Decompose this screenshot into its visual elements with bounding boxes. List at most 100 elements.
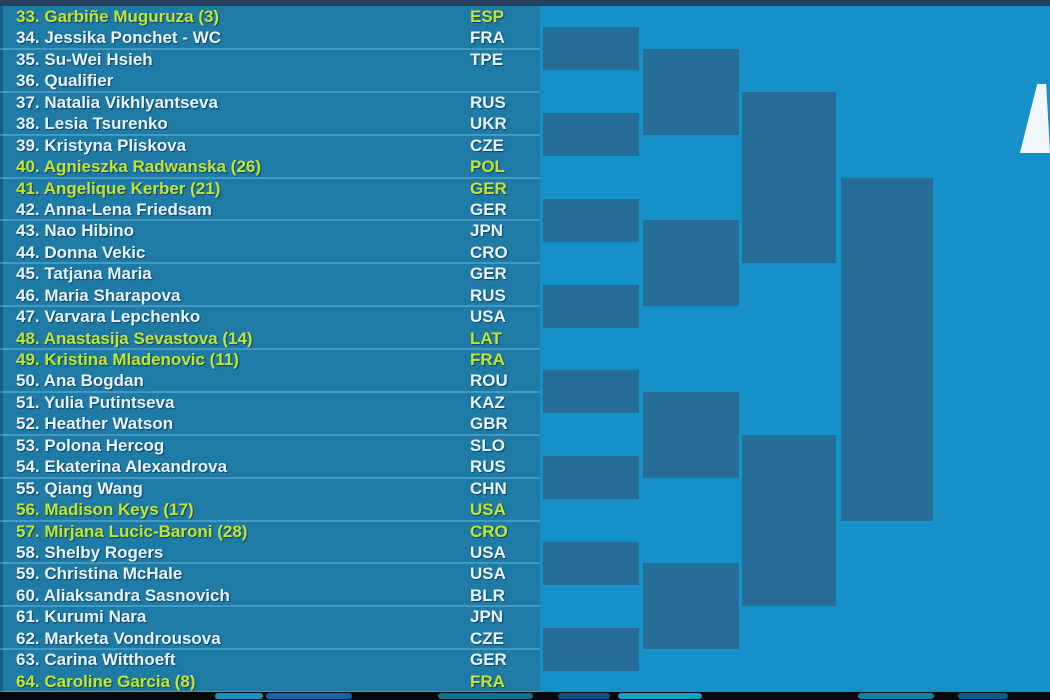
player-row: 55. Qiang Wang CHN — [3, 478, 540, 499]
country-code: CRO — [470, 521, 508, 541]
player-row: 52. Heather Watson GBR — [0, 413, 540, 437]
progress-segment — [958, 693, 1008, 699]
player-row: 41. Angelique Kerber (21) GER — [3, 178, 540, 199]
player-row: 45. Tatjana Maria GER — [3, 263, 540, 284]
player-row: 54. Ekaterina Alexandrova RUS — [0, 456, 540, 480]
bracket-match-box — [543, 198, 639, 242]
player-row: 49. Kristina Mladenovic (11) FRA — [3, 349, 540, 370]
country-code: GER — [470, 178, 507, 198]
country-code: USA — [470, 542, 506, 562]
player-row: 43. Nao Hibino JPN — [3, 220, 540, 241]
progress-segment — [266, 693, 352, 699]
progress-segment — [618, 693, 702, 699]
player-entry: 53. Polona Hercog — [16, 435, 165, 455]
player-row: 35. Su-Wei Hsieh TPE — [3, 49, 540, 70]
player-entry: 62. Marketa Vondrousova — [16, 628, 221, 648]
player-row: 50. Ana Bogdan ROU — [0, 370, 540, 394]
country-code: CHN — [470, 478, 507, 498]
player-row: 37. Natalia Vikhlyantseva RUS — [3, 92, 540, 113]
player-row: 36. Qualifier — [0, 70, 540, 94]
bracket-area — [540, 0, 1050, 692]
player-row: 62. Marketa Vondrousova CZE — [0, 628, 540, 651]
player-entry: 54. Ekaterina Alexandrova — [16, 457, 228, 477]
country-code: CZE — [470, 135, 504, 155]
country-code: FRA — [470, 671, 505, 691]
player-entry: 63. Carina Witthoeft — [16, 650, 176, 670]
progress-segment — [215, 693, 263, 699]
country-code: GER — [470, 650, 507, 670]
player-row: 59. Christina McHale USA — [3, 563, 540, 584]
bracket-match-box — [642, 48, 739, 135]
player-entry: 50. Ana Bogdan — [16, 371, 144, 391]
country-code: USA — [470, 307, 506, 327]
player-entry: 64. Caroline Garcia (8) — [16, 671, 196, 691]
player-entry: 43. Nao Hibino — [16, 221, 135, 241]
player-entry: 60. Aliaksandra Sasnovich — [16, 585, 230, 605]
player-entry: 36. Qualifier — [16, 71, 114, 91]
country-code: CZE — [470, 628, 504, 648]
country-code: RUS — [470, 457, 506, 477]
player-entry: 49. Kristina Mladenovic (11) — [16, 350, 239, 369]
country-code: KAZ — [470, 392, 505, 412]
player-row: 64. Caroline Garcia (8) FRA — [0, 671, 540, 694]
player-entry: 48. Anastasija Sevastova (14) — [16, 328, 253, 348]
player-entry: 61. Kurumi Nara — [16, 607, 147, 627]
player-entry: 58. Shelby Rogers — [16, 542, 164, 562]
player-entry: 39. Kristyna Pliskova — [16, 135, 187, 155]
bracket-match-box — [543, 113, 639, 157]
country-code: POL — [470, 157, 505, 177]
player-entry: 52. Heather Watson — [16, 414, 174, 434]
player-entry: 56. Madison Keys (17) — [16, 500, 194, 520]
player-entry: 45. Tatjana Maria — [16, 264, 152, 284]
player-entry: 35. Su-Wei Hsieh — [16, 49, 153, 69]
player-entry: 55. Qiang Wang — [16, 478, 143, 498]
player-entry: 40. Agnieszka Radwanska (26) — [16, 157, 262, 177]
country-code: GER — [470, 264, 507, 284]
player-entry: 46. Maria Sharapova — [16, 285, 181, 305]
player-row: 33. Garbiñe Muguruza (3) ESP — [3, 6, 540, 27]
player-row: 40. Agnieszka Radwanska (26) POL — [0, 156, 540, 179]
player-entry: 57. Mirjana Lucic-Baroni (28) — [16, 521, 248, 541]
bracket-match-box — [742, 434, 836, 607]
country-code: FRA — [470, 28, 505, 48]
player-row: 39. Kristyna Pliskova CZE — [3, 135, 540, 156]
player-entry: 38. Lesia Tsurenko — [16, 114, 168, 134]
country-code: UKR — [470, 114, 507, 134]
player-row: 56. Madison Keys (17) USA — [0, 499, 540, 522]
country-code: RUS — [470, 285, 506, 305]
bracket-match-box — [642, 563, 739, 650]
country-code: GER — [470, 199, 507, 219]
progress-segment — [438, 693, 533, 699]
bracket-match-box — [642, 220, 739, 307]
player-row: 61. Kurumi Nara JPN — [3, 606, 540, 627]
player-entry: 33. Garbiñe Muguruza (3) — [16, 7, 220, 26]
player-row: 60. Aliaksandra Sasnovich BLR — [0, 585, 540, 608]
country-code: TPE — [470, 49, 504, 69]
player-row: 53. Polona Hercog SLO — [3, 435, 540, 456]
bracket-match-box — [543, 456, 639, 500]
country-code: FRA — [470, 350, 505, 369]
country-code: LAT — [470, 328, 502, 348]
bracket-match-box — [742, 91, 836, 264]
player-entry: 51. Yulia Putintseva — [16, 392, 175, 412]
country-code: GBR — [470, 414, 508, 434]
player-entry: 42. Anna-Lena Friedsam — [16, 199, 212, 219]
player-row: 57. Mirjana Lucic-Baroni (28) CRO — [3, 521, 540, 542]
player-row: 44. Donna Vekic CRO — [0, 242, 540, 265]
country-code: JPN — [470, 221, 504, 241]
player-row: 34. Jessika Ponchet - WC FRA — [0, 27, 540, 51]
progress-segment — [558, 693, 610, 699]
bracket-match-box — [543, 627, 639, 671]
player-entry: 34. Jessika Ponchet - WC — [16, 28, 222, 48]
bracket-match-box — [543, 370, 639, 414]
country-code: ESP — [470, 7, 505, 26]
player-row: 42. Anna-Lena Friedsam GER — [0, 199, 540, 222]
player-row: 48. Anastasija Sevastova (14) LAT — [0, 328, 540, 351]
bracket-match-box — [543, 27, 639, 71]
country-code: BLR — [470, 585, 505, 605]
player-row: 63. Carina Witthoeft GER — [3, 649, 540, 670]
player-row: 38. Lesia Tsurenko UKR — [0, 113, 540, 137]
draw-list: 33. Garbiñe Muguruza (3) ESP 34. Jessika… — [0, 6, 540, 694]
bracket-match-box — [642, 391, 739, 478]
